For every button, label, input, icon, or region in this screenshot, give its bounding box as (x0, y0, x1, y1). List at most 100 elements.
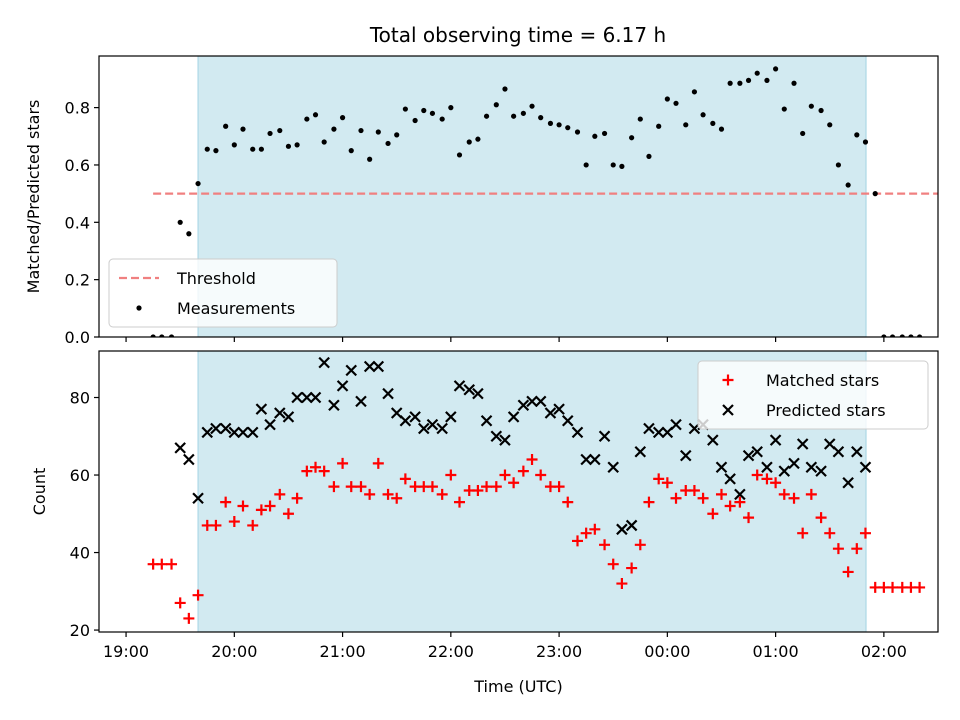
data-point (429, 110, 436, 116)
data-point (301, 465, 313, 477)
data-point (634, 539, 646, 551)
data-point (808, 103, 814, 109)
data-point (348, 148, 354, 154)
data-point (150, 334, 156, 337)
data-point (210, 519, 222, 531)
data-point (277, 127, 283, 134)
data-point (535, 469, 547, 481)
data-point (483, 113, 490, 119)
panel-bottom: 20 40 60 80 19:00 20:00 21:00 22:00 23:00 00:00 01… (30, 350, 939, 696)
data-point (526, 454, 538, 466)
data-point (565, 125, 571, 131)
data-point (309, 391, 322, 404)
data-point (321, 139, 327, 145)
data-point (328, 481, 340, 493)
data-point (502, 86, 508, 92)
data-point (697, 492, 709, 504)
data-point (571, 426, 584, 439)
data-point (742, 449, 755, 462)
data-point (889, 334, 896, 337)
data-point (592, 133, 598, 139)
data-point (409, 411, 421, 423)
legend-swatch (722, 374, 734, 386)
data-point (258, 146, 264, 152)
data-point (511, 113, 517, 119)
data-point (788, 492, 800, 504)
data-point (291, 492, 303, 504)
data-point (707, 434, 719, 446)
data-point (734, 496, 746, 508)
data-point (683, 122, 689, 128)
data-point (914, 581, 926, 593)
data-point (399, 473, 411, 485)
data-point (472, 485, 484, 497)
data-point (619, 163, 625, 169)
y-tick-label: 0.8 (65, 99, 90, 118)
data-point (274, 407, 286, 419)
data-point (186, 231, 192, 237)
legend-label: Threshold (176, 269, 256, 288)
data-point (264, 500, 276, 512)
legend: Threshold Measurements (108, 258, 338, 328)
data-point (538, 115, 544, 121)
data-point (534, 395, 547, 408)
data-point (637, 116, 643, 122)
data-point (842, 477, 854, 489)
data-point (156, 558, 168, 570)
data-point (778, 488, 790, 500)
data-point (210, 422, 222, 435)
x-tick-label: 20:00 (211, 642, 257, 661)
data-point (634, 445, 647, 458)
data-point (556, 122, 562, 128)
y-tick-label: 0.2 (65, 271, 90, 290)
data-point (526, 395, 538, 408)
data-point (616, 523, 628, 536)
data-point (589, 453, 601, 466)
data-point (372, 360, 385, 373)
data-point (436, 488, 448, 500)
data-point (872, 191, 878, 197)
data-point (481, 481, 493, 493)
data-point (656, 123, 662, 129)
data-point (670, 418, 682, 431)
data-point (832, 445, 845, 458)
x-tick-label: 22:00 (428, 642, 474, 661)
data-point (363, 360, 376, 373)
data-point (499, 469, 511, 481)
y-tick-label: 60 (70, 466, 90, 485)
legend-box (697, 360, 929, 430)
data-point (264, 418, 276, 431)
series-predicted-stars (174, 356, 872, 536)
data-point (691, 89, 698, 95)
data-point (859, 527, 871, 539)
data-point (547, 120, 554, 126)
data-point (707, 508, 719, 520)
x-axis-label: Time (UTC) (473, 677, 562, 696)
data-point (764, 77, 770, 83)
data-point (562, 496, 574, 508)
data-point (679, 449, 692, 462)
data-point (589, 523, 601, 535)
data-point (331, 126, 337, 132)
data-point (337, 457, 349, 469)
data-point (213, 148, 219, 154)
series-measurements (150, 66, 923, 337)
y-axis-label: Matched/Predicted stars (24, 100, 43, 294)
data-point (304, 116, 310, 122)
data-point (453, 380, 466, 392)
y-tick-label: 0.0 (65, 328, 90, 347)
data-point (544, 407, 557, 419)
data-point (583, 162, 589, 168)
data-point (310, 461, 322, 473)
data-point (805, 461, 818, 474)
data-point (517, 399, 530, 412)
data-point (426, 418, 439, 431)
data-point (466, 139, 472, 145)
data-point (553, 403, 565, 415)
data-point (643, 422, 655, 435)
data-point (664, 96, 670, 102)
data-point (916, 334, 923, 337)
data-point (490, 430, 503, 443)
data-point (426, 481, 438, 493)
